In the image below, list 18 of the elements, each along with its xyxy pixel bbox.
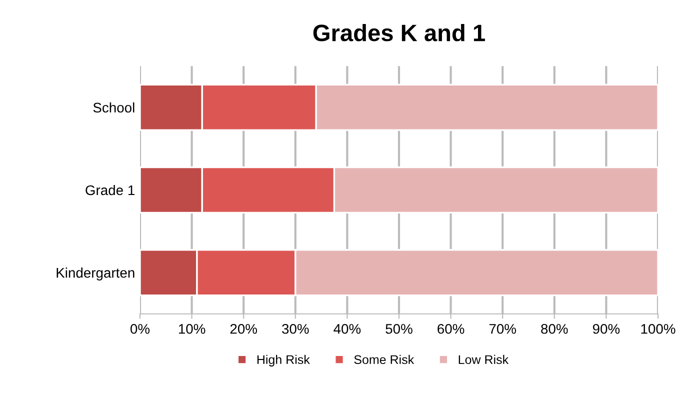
x-tick-label: 20% bbox=[230, 324, 258, 334]
y-tick-label: Kindergarten bbox=[56, 268, 134, 280]
legend-label: High Risk bbox=[257, 354, 310, 367]
x-tick-label: 100% bbox=[641, 324, 676, 334]
x-tick-label: 90% bbox=[592, 324, 620, 334]
x-tick-label: 70% bbox=[489, 324, 516, 334]
legend-label: Some Risk bbox=[354, 354, 414, 364]
y-tick-label: School bbox=[93, 102, 134, 113]
chart-title: Grades K and 1 bbox=[313, 24, 485, 42]
y-tick-label: Grade 1 bbox=[86, 184, 134, 196]
x-tick-label: 30% bbox=[282, 324, 309, 334]
x-tick-label: 0% bbox=[130, 324, 150, 334]
x-tick-label: 80% bbox=[541, 324, 568, 334]
legend-label: Low Risk bbox=[458, 354, 509, 364]
x-tick-label: 60% bbox=[438, 324, 464, 334]
x-tick-label: 40% bbox=[334, 324, 361, 334]
x-tick-label: 10% bbox=[178, 324, 206, 334]
x-tick-label: 50% bbox=[386, 324, 412, 334]
